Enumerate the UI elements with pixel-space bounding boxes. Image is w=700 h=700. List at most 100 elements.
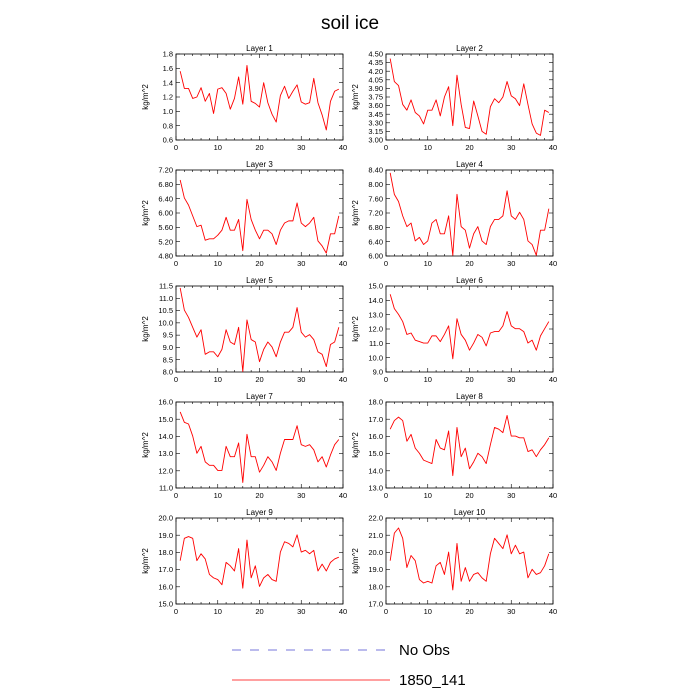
y-tick-label: 0.6 (163, 136, 173, 145)
panel-layer-3: Layer 3 0 10 20 30 40 4.80 5.20 5.60 6.00 6.40 6.80… (141, 160, 347, 268)
panel-layer-4: Layer 4 0 10 20 30 40 6.00 6.40 6.80 7.20 7.60 8.00… (351, 160, 557, 268)
y-axis-label: kg/m^2 (141, 200, 150, 226)
x-tick-label: 0 (384, 259, 388, 268)
y-tick-label: 16.0 (158, 582, 173, 591)
x-tick-label: 40 (339, 259, 347, 268)
x-tick-label: 40 (339, 607, 347, 616)
panel-title: Layer 3 (246, 160, 273, 169)
x-tick-label: 0 (384, 143, 388, 152)
y-axis-label: kg/m^2 (141, 548, 150, 574)
plot-frame (385, 517, 554, 605)
y-tick-label: 15.0 (368, 282, 383, 291)
x-tick-label: 0 (384, 491, 388, 500)
y-tick-label: 14.0 (158, 432, 173, 441)
panel-layer-10: Layer 10 0 10 20 30 40 17.0 18.0 19.0 20.0 21.0 22.… (351, 508, 557, 616)
x-tick-label: 30 (507, 607, 515, 616)
plot-frame (175, 53, 344, 141)
y-axis-label: kg/m^2 (351, 84, 360, 110)
y-tick-label: 20.0 (368, 548, 383, 557)
y-tick-label: 12.0 (368, 325, 383, 334)
panel-title: Layer 9 (246, 508, 273, 517)
x-tick-label: 10 (214, 607, 222, 616)
panel-title: Layer 4 (456, 160, 483, 169)
x-tick-label: 10 (214, 375, 222, 384)
y-tick-label: 15.0 (368, 449, 383, 458)
series-line-1850_141 (179, 534, 339, 589)
y-tick-label: 3.00 (368, 136, 383, 145)
y-tick-label: 11.0 (159, 484, 173, 493)
y-tick-label: 17.0 (158, 565, 173, 574)
panel-layer-1: Layer 1 0 10 20 30 40 0.6 0.8 1.0 1.2 1.4 1.6 1.8 kg/… (141, 44, 347, 152)
y-tick-label: 20.0 (158, 514, 173, 523)
y-tick-label: 1.4 (163, 78, 173, 87)
plot-frame (175, 169, 344, 257)
x-tick-label: 40 (549, 491, 557, 500)
panel-layer-7: Layer 7 0 10 20 30 40 11.0 12.0 13.0 14.0 15.0 16.0… (141, 392, 347, 500)
legend: No Obs 1850_141 (232, 642, 466, 689)
panel-layer-8: Layer 8 0 10 20 30 40 13.0 14.0 15.0 16.0 17.0 18.0… (351, 392, 557, 500)
y-tick-label: 3.75 (368, 93, 383, 102)
y-tick-label: 3.15 (368, 127, 383, 136)
y-tick-label: 7.60 (368, 194, 383, 203)
x-tick-label: 40 (549, 259, 557, 268)
panel-title: Layer 2 (456, 44, 483, 53)
y-tick-label: 6.40 (368, 237, 383, 246)
y-axis-label: kg/m^2 (141, 316, 150, 342)
panel-title: Layer 10 (454, 508, 486, 517)
y-tick-label: 13.0 (368, 310, 383, 319)
x-tick-label: 10 (424, 607, 432, 616)
y-tick-label: 4.80 (158, 252, 173, 261)
y-tick-label: 8.0 (163, 368, 173, 377)
x-tick-label: 20 (465, 259, 473, 268)
y-tick-label: 12.0 (158, 466, 173, 475)
panel-title: Layer 8 (456, 392, 483, 401)
y-tick-label: 11.5 (159, 282, 173, 291)
y-tick-label: 3.60 (368, 101, 383, 110)
series-line-1850_141 (389, 527, 550, 591)
x-tick-label: 30 (507, 143, 515, 152)
y-tick-label: 10.0 (368, 353, 383, 362)
y-tick-label: 10.0 (158, 318, 173, 327)
y-tick-label: 8.00 (368, 180, 383, 189)
y-tick-label: 3.30 (368, 118, 383, 127)
y-tick-label: 13.0 (158, 449, 173, 458)
y-axis-label: kg/m^2 (351, 316, 360, 342)
y-tick-label: 17.0 (368, 600, 383, 609)
series-line-1850_141 (179, 411, 340, 483)
y-tick-label: 1.8 (163, 50, 173, 59)
series-line-1850_141 (389, 414, 550, 477)
plot-frame (175, 401, 344, 489)
panel-layer-6: Layer 6 0 10 20 30 40 9.0 10.0 11.0 12.0 13.0 14.0 1… (351, 276, 557, 384)
y-tick-label: 18.0 (368, 398, 383, 407)
panel-layer-9: Layer 9 0 10 20 30 40 15.0 16.0 17.0 18.0 19.0 20.0… (141, 508, 347, 616)
x-tick-label: 30 (297, 375, 305, 384)
series-line-1850_141 (179, 179, 340, 254)
x-tick-label: 20 (255, 259, 263, 268)
panel-layer-5: Layer 5 0 10 20 30 40 8.0 8.5 9.0 9.5 10.0 10.5 11.0… (141, 276, 347, 384)
plot-frame (385, 169, 554, 257)
y-tick-label: 18.0 (158, 548, 173, 557)
series-line-1850_141 (389, 172, 550, 256)
x-tick-label: 40 (549, 607, 557, 616)
x-tick-label: 30 (507, 259, 515, 268)
plot-frame (175, 285, 344, 373)
x-tick-label: 30 (297, 491, 305, 500)
y-tick-label: 4.20 (368, 67, 383, 76)
x-tick-label: 0 (174, 259, 178, 268)
y-tick-label: 6.80 (368, 223, 383, 232)
series-line-1850_141 (179, 65, 340, 131)
panel-layer-2: Layer 2 0 10 20 30 40 3.003.153.303.453.603.75… (351, 44, 557, 152)
x-tick-label: 20 (255, 143, 263, 152)
legend-label-1: No Obs (399, 642, 450, 659)
y-tick-label: 16.0 (368, 432, 383, 441)
y-tick-label: 4.35 (368, 58, 383, 67)
x-tick-label: 20 (465, 607, 473, 616)
x-tick-label: 0 (174, 143, 178, 152)
y-tick-label: 3.45 (368, 110, 383, 119)
y-axis-label: kg/m^2 (141, 84, 150, 110)
y-tick-label: 14.0 (368, 296, 383, 305)
series-line-1850_141 (389, 58, 550, 136)
y-tick-label: 1.2 (163, 93, 173, 102)
y-tick-label: 6.40 (158, 194, 173, 203)
y-tick-label: 3.90 (368, 84, 383, 93)
